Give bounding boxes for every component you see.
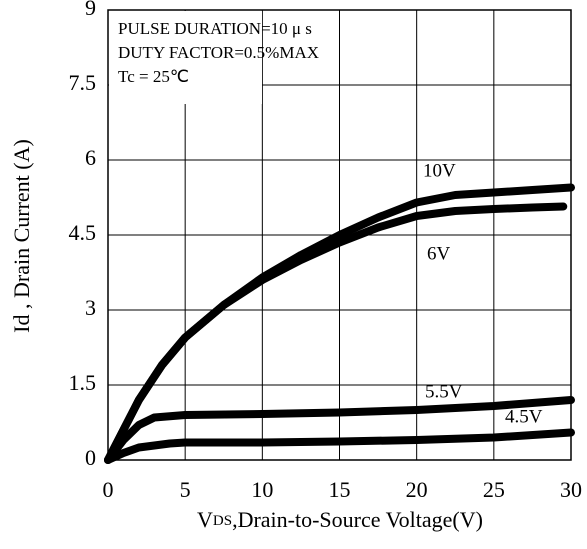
x-tick-label: 20 [406, 477, 428, 502]
series-label: 10V [423, 160, 456, 181]
x-label-part: ,Drain-to-Source Voltage(V) [232, 507, 483, 532]
y-tick-label: 4.5 [69, 220, 97, 245]
x-tick-label: 15 [329, 477, 351, 502]
x-tick-label: 10 [251, 477, 273, 502]
annotation: DUTY FACTOR=0.5%MAX [118, 43, 319, 62]
annotation-box [109, 11, 262, 104]
curve [104, 202, 568, 464]
y-tick-label: 1.5 [69, 370, 97, 395]
series-label: 6V [427, 243, 451, 264]
series-label: 5.5V [425, 381, 463, 402]
y-axis-label: Id , Drain Current (A) [9, 139, 34, 333]
curve [104, 396, 575, 464]
x-tick-label: 5 [180, 477, 191, 502]
x-tick-label: 25 [483, 477, 505, 502]
x-label-part: V [197, 507, 213, 532]
curve [104, 428, 575, 464]
x-tick-label: 30 [560, 477, 582, 502]
y-tick-label: 0 [85, 445, 96, 470]
y-tick-label: 3 [85, 295, 96, 320]
plot-frame [107, 9, 572, 461]
y-tick-label: 6 [85, 145, 96, 170]
y-tick-label: 7.5 [69, 70, 97, 95]
x-axis-label: VDS,Drain-to-Source Voltage(V) [197, 507, 483, 532]
annotation: Tc = 25℃ [118, 67, 189, 86]
x-tick-label: 0 [103, 477, 114, 502]
annotation: PULSE DURATION=10 μ s [118, 19, 312, 38]
y-tick-label: 9 [85, 0, 96, 20]
x-label-subscript: DS [213, 513, 232, 529]
series-label: 4.5V [505, 406, 543, 427]
